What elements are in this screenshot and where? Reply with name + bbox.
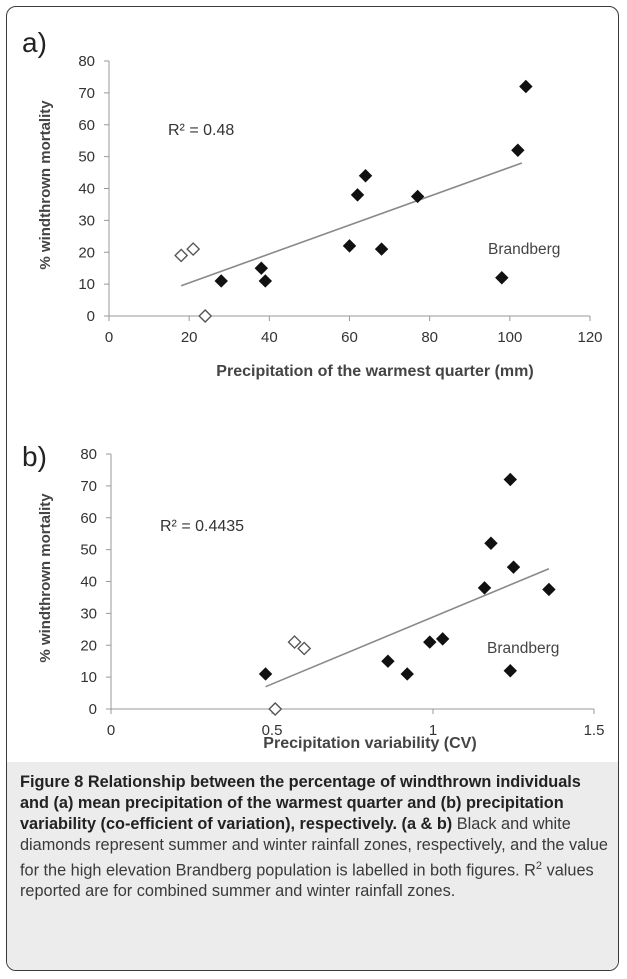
- summer-data-point: [258, 274, 273, 288]
- trendline: [265, 568, 550, 688]
- chart-panel-a: a) % windthrown mortality Precipitation …: [22, 27, 603, 380]
- summer-data-point: [258, 667, 273, 681]
- chart-panel-b: b) % windthrown mortality Precipitation …: [22, 441, 604, 752]
- y-tick-label: 80: [80, 446, 97, 463]
- y-tick-label: 0: [87, 308, 95, 325]
- winter-data-point: [198, 309, 213, 323]
- y-tick-label: 50: [80, 542, 97, 559]
- x-tick-label: 0: [105, 329, 113, 346]
- summer-data-point: [506, 560, 521, 574]
- y-tick-label: 10: [80, 669, 97, 686]
- caption-text-end: values reported are for combined summer …: [20, 861, 594, 901]
- y-tick-label: 40: [78, 181, 95, 198]
- x-tick-label: 100: [497, 329, 522, 346]
- summer-data-point: [358, 169, 373, 183]
- y-tick-label: 60: [80, 510, 97, 527]
- y-tick-label: 30: [80, 605, 97, 622]
- y-tick-label: 0: [89, 701, 97, 718]
- summer-data-point: [374, 242, 389, 256]
- panel-label: b): [22, 441, 47, 472]
- panel-label: a): [22, 27, 47, 58]
- y-axis-label: % windthrown mortality: [37, 493, 54, 663]
- brandberg-label: Brandberg: [488, 241, 560, 258]
- x-axis-label: Precipitation of the warmest quarter (mm…: [216, 363, 533, 380]
- summer-data-point: [503, 664, 517, 678]
- x-tick-label: 1: [429, 722, 437, 739]
- summer-data-point: [435, 632, 450, 646]
- x-tick-label: 80: [421, 329, 438, 346]
- summer-data-point: [484, 536, 498, 550]
- caption-ref: (a & b): [401, 815, 453, 833]
- y-tick-label: 30: [78, 212, 95, 229]
- trendline: [180, 162, 523, 287]
- x-tick-label: 60: [341, 329, 358, 346]
- winter-data-point: [174, 248, 189, 263]
- y-tick-label: 50: [78, 149, 95, 166]
- caption-superscript: 2: [535, 860, 543, 872]
- caption-text: Black and white diamonds represent summe…: [20, 815, 608, 880]
- x-tick-label: 20: [181, 329, 198, 346]
- winter-data-point: [297, 641, 312, 656]
- x-tick-label: 0: [107, 722, 115, 739]
- y-tick-label: 80: [78, 53, 95, 70]
- summer-data-point: [342, 239, 357, 253]
- winter-data-point: [186, 242, 201, 257]
- summer-data-point: [519, 79, 533, 94]
- caption-background: [7, 762, 618, 970]
- x-tick-label: 120: [577, 329, 602, 346]
- x-tick-label: 0.5: [262, 722, 283, 739]
- r2-annotation: R² = 0.48: [168, 122, 234, 139]
- summer-data-point: [477, 581, 492, 595]
- summer-data-point: [214, 274, 228, 288]
- brandberg-label: Brandberg: [487, 640, 559, 657]
- summer-data-point: [423, 635, 437, 649]
- y-axis-label: % windthrown mortality: [37, 100, 54, 270]
- r2-annotation: R² = 0.4435: [160, 518, 244, 535]
- summer-data-point: [350, 188, 365, 202]
- summer-data-point: [400, 667, 414, 681]
- summer-data-point: [410, 189, 425, 204]
- winter-data-point: [268, 702, 283, 716]
- y-tick-label: 20: [78, 244, 95, 261]
- summer-data-point: [495, 271, 509, 285]
- y-tick-label: 60: [78, 117, 95, 134]
- y-tick-label: 70: [80, 478, 97, 495]
- summer-data-point: [511, 143, 525, 157]
- y-tick-label: 20: [80, 637, 97, 654]
- summer-data-point: [381, 654, 395, 668]
- summer-data-point: [254, 261, 269, 275]
- winter-data-point: [287, 635, 302, 650]
- y-tick-label: 40: [80, 574, 97, 591]
- y-tick-label: 70: [78, 85, 95, 102]
- figure-caption: Figure 8 Relationship between the percen…: [20, 772, 610, 902]
- y-tick-label: 10: [78, 276, 95, 293]
- x-axis-label: Precipitation variability (CV): [263, 735, 476, 752]
- caption-title: Figure 8 Relationship between the percen…: [20, 773, 581, 833]
- x-tick-label: 40: [261, 329, 278, 346]
- x-tick-label: 1.5: [584, 722, 605, 739]
- summer-data-point: [542, 582, 556, 597]
- summer-data-point: [503, 472, 517, 487]
